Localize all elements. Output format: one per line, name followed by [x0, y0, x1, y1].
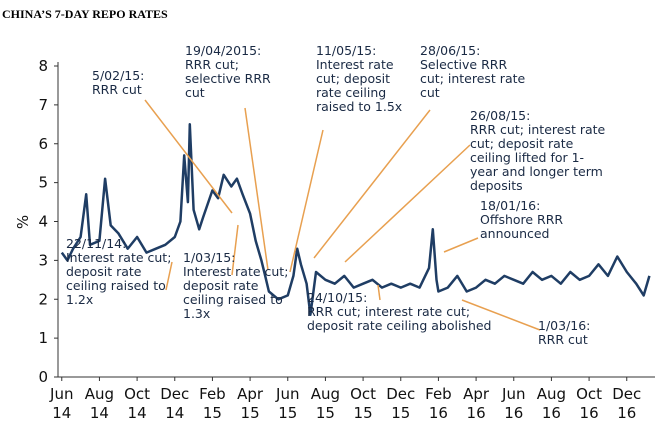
- x-tick-label: Apr: [237, 385, 264, 403]
- annotation-text: RRR cut;: [185, 57, 239, 72]
- annotation-text: cut; deposit: [316, 71, 390, 86]
- annotation-leader: [313, 109, 431, 259]
- annotation-leader: [231, 224, 239, 276]
- y-tick-label: 7: [38, 96, 48, 114]
- x-tick-label: Jun: [49, 385, 73, 403]
- annotation-text: year and longer term: [470, 164, 603, 179]
- x-tick-label: Oct: [350, 385, 376, 403]
- annotation-text: Offshore RRR: [480, 212, 563, 227]
- y-tick-label: 5: [38, 174, 48, 192]
- annotation-text: Interest rate: [316, 57, 394, 72]
- annotation-leader: [144, 99, 233, 214]
- x-tick-label: 15: [354, 404, 373, 422]
- annotation-text: cut: [420, 85, 440, 100]
- x-tick-label: 15: [241, 404, 260, 422]
- x-tick-label: Aug: [311, 385, 340, 403]
- x-tick-label: Oct: [124, 385, 150, 403]
- annotation-leader: [443, 237, 479, 253]
- annotation-text: announced: [480, 226, 550, 241]
- annotation-text: 1/03/15:: [183, 250, 235, 265]
- x-tick-label: Aug: [85, 385, 114, 403]
- annotation-text: rate ceiling: [316, 85, 386, 100]
- annotation-text: cut; deposit rate: [470, 136, 574, 151]
- y-tick-label: 6: [38, 135, 48, 153]
- annotation-leader: [289, 129, 324, 273]
- x-tick-label: 15: [316, 404, 335, 422]
- annotation-leader: [377, 284, 381, 301]
- annotation-leader: [165, 261, 173, 291]
- annotation-leader: [461, 299, 541, 331]
- x-tick-label: Feb: [425, 385, 452, 403]
- annotation-text: 19/04/2015:: [185, 43, 261, 58]
- x-tick-label: 16: [467, 404, 486, 422]
- annotation-text: RRR cut: [92, 82, 142, 97]
- x-tick-label: 14: [128, 404, 147, 422]
- x-tick-label: 15: [203, 404, 222, 422]
- annotation-text: raised to 1.5x: [316, 99, 402, 114]
- annotation-text: Selective RRR: [420, 57, 507, 72]
- x-tick-label: 15: [391, 404, 410, 422]
- annotation-text: 11/05/15:: [316, 43, 376, 58]
- annotation-text: 26/08/15:: [470, 108, 530, 123]
- x-tick-label: 14: [165, 404, 184, 422]
- annotation-leader: [344, 144, 471, 263]
- annotation-text: RRR cut: [538, 332, 588, 347]
- y-tick-label: 2: [38, 290, 48, 308]
- annotation-text: 5/02/15:: [92, 68, 144, 83]
- y-tick-label: 8: [38, 57, 48, 75]
- annotation-text: 22/11/14:: [66, 236, 126, 251]
- x-tick-label: 15: [278, 404, 297, 422]
- x-tick-label: Jun: [275, 385, 299, 403]
- x-tick-label: Apr: [463, 385, 490, 403]
- x-tick-label: Aug: [537, 385, 566, 403]
- annotation-text: ceiling lifted for 1-: [470, 150, 584, 165]
- x-tick-label: 16: [617, 404, 636, 422]
- annotation-text: ceiling raised to: [183, 292, 283, 307]
- x-tick-label: Feb: [199, 385, 226, 403]
- x-tick-label: Jun: [501, 385, 525, 403]
- y-tick-label: 0: [38, 368, 48, 386]
- annotation-text: Interest rate cut;: [66, 250, 171, 265]
- x-tick-label: Dec: [160, 385, 189, 403]
- annotation-text: 1/03/16:: [538, 318, 590, 333]
- annotation-text: cut: [185, 85, 205, 100]
- annotation-text: cut; interest rate: [420, 71, 526, 86]
- annotation-text: 1.3x: [183, 306, 210, 321]
- x-tick-label: Oct: [576, 385, 602, 403]
- y-tick-label: 3: [38, 251, 48, 269]
- series-line: [60, 123, 651, 317]
- annotation-text: 18/01/16:: [480, 198, 540, 213]
- x-tick-label: Dec: [386, 385, 415, 403]
- x-tick-label: 16: [580, 404, 599, 422]
- x-tick-label: 16: [429, 404, 448, 422]
- x-tick-label: 14: [52, 404, 71, 422]
- y-tick-label: 1: [38, 329, 48, 347]
- chart-title: CHINA’S 7-DAY REPO RATES: [2, 7, 168, 21]
- x-tick-label: 16: [542, 404, 561, 422]
- annotation-text: deposit rate: [66, 264, 142, 279]
- x-tick-label: 16: [504, 404, 523, 422]
- annotation-text: ceiling raised to: [66, 278, 166, 293]
- x-tick-label: 14: [90, 404, 109, 422]
- annotation-text: deposit rate: [183, 278, 259, 293]
- x-tick-label: Dec: [612, 385, 641, 403]
- annotation-text: RRR cut; interest rate: [470, 122, 606, 137]
- annotation-text: 24/10/15:: [307, 290, 367, 305]
- annotation-text: RRR cut; interest rate cut;: [307, 304, 470, 319]
- annotation-text: deposit rate ceiling abolished: [307, 318, 492, 333]
- annotation-text: 1.2x: [66, 292, 93, 307]
- annotation-text: selective RRR: [185, 71, 271, 86]
- y-tick-label: 4: [38, 213, 48, 231]
- annotation-leader: [244, 107, 269, 271]
- annotation-text: Interest rate cut;: [183, 264, 288, 279]
- annotation-text: 28/06/15:: [420, 43, 480, 58]
- annotation-text: deposits: [470, 178, 523, 193]
- y-axis-label: %: [14, 215, 32, 229]
